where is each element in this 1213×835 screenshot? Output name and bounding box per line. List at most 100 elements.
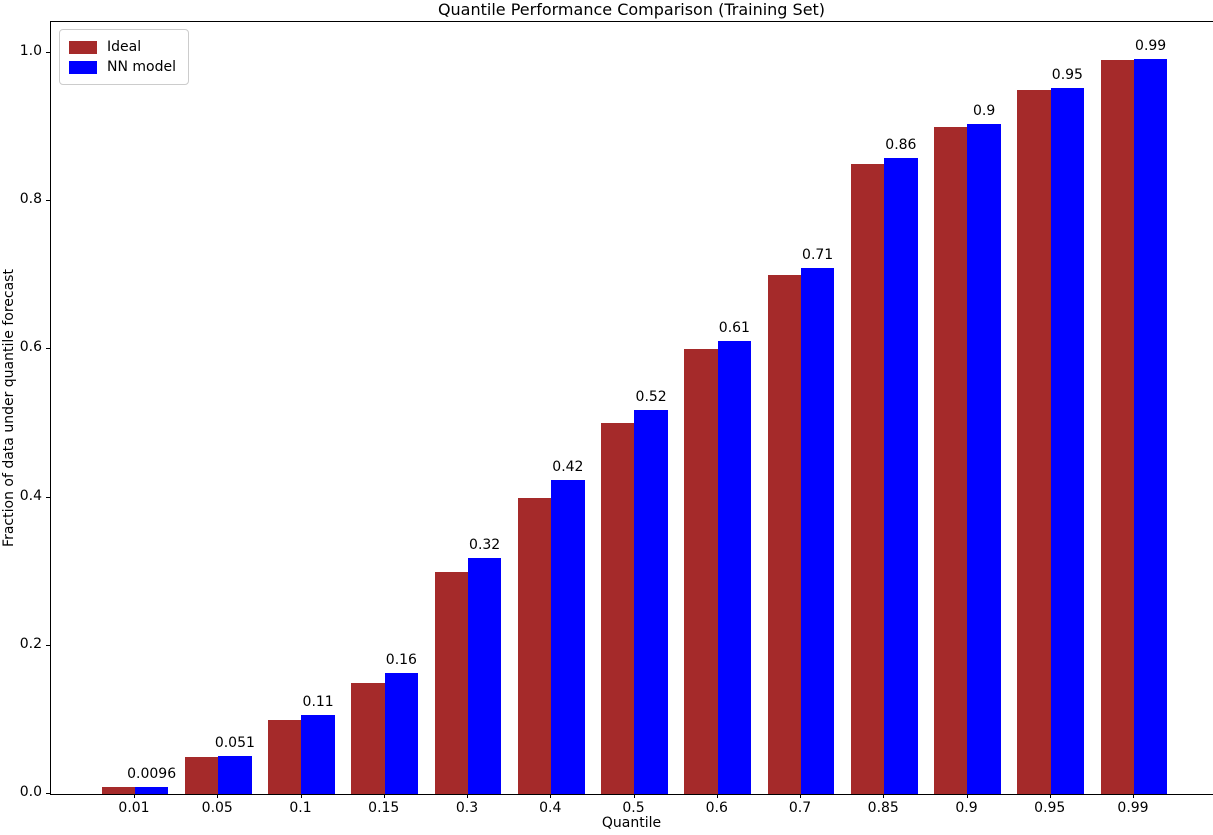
bar-group: 0.0096 — [101, 22, 176, 794]
x-tick-label: 0.85 — [867, 800, 899, 816]
legend-label-nn-model: NN model — [107, 59, 176, 75]
legend-item-nn-model: NN model — [69, 57, 176, 77]
y-tick-label: 1.0 — [19, 42, 42, 59]
x-tick-label: 0.4 — [539, 800, 562, 816]
x-tick-mark — [467, 794, 468, 798]
bar-value-label: 0.99 — [1135, 38, 1167, 55]
legend-swatch-nn-model — [69, 60, 97, 74]
bar-ideal — [934, 126, 968, 794]
x-tick-mark — [1133, 794, 1134, 798]
bar-value-label: 0.11 — [302, 693, 334, 710]
x-tick-mark — [966, 794, 968, 798]
chart-title: Quantile Performance Comparison (Trainin… — [437, 0, 826, 19]
x-tick-label: 0.6 — [705, 800, 728, 816]
bar-nn-model — [218, 756, 252, 794]
y-tick-label: 0.2 — [19, 635, 42, 652]
bar-nn-model — [467, 558, 502, 794]
y-tick-label: 0.6 — [19, 339, 42, 356]
y-tick-label: 0.0 — [19, 784, 42, 800]
bar-nn-model — [1050, 88, 1085, 794]
x-tick-label: 0.3 — [455, 800, 479, 816]
x-tick-mark — [716, 794, 718, 798]
y-tick-label: 0.8 — [19, 191, 42, 207]
bar-value-label: 0.051 — [214, 735, 255, 752]
bar-group: 0.42 — [517, 22, 585, 794]
x-tick-label: 0.15 — [368, 800, 400, 816]
bar-ideal — [268, 719, 302, 794]
bar-ideal — [850, 163, 885, 794]
bar-value-label: 0.9 — [972, 102, 996, 119]
x-tick-mark — [800, 794, 801, 798]
bar-ideal — [517, 497, 552, 794]
x-tick-mark — [217, 794, 219, 798]
plot-area: Ideal NN model 0.0096 0.051 0.11 0.16 0.32 0.… — [50, 21, 1213, 795]
bar-group: 0.86 — [850, 22, 918, 794]
bar-nn-model — [967, 123, 1001, 794]
bar-ideal — [101, 786, 135, 794]
y-tick-mark — [46, 200, 50, 201]
x-tick-label: 0.99 — [1117, 800, 1149, 816]
bar-group: 0.16 — [351, 22, 419, 794]
bar-value-label: 0.86 — [885, 137, 917, 153]
bar-nn-model — [800, 267, 835, 794]
bar-group: 0.95 — [1017, 22, 1085, 794]
bar-ideal — [434, 571, 468, 794]
y-tick-mark — [46, 348, 50, 350]
bar-value-label: 0.61 — [718, 320, 750, 337]
bar-nn-model — [884, 158, 918, 794]
bar-value-label: 0.32 — [469, 537, 501, 554]
bar-value-label: 0.71 — [802, 246, 834, 263]
bar-nn-model — [384, 673, 419, 794]
bar-group: 0.11 — [268, 22, 335, 794]
bar-ideal — [767, 275, 801, 794]
bar-value-label: 0.95 — [1051, 67, 1083, 84]
bar-group: 0.051 — [184, 22, 255, 794]
y-tick-mark — [46, 644, 50, 646]
x-tick-label: 0.5 — [622, 800, 645, 816]
bar-nn-model — [134, 786, 169, 794]
bar-ideal — [601, 423, 635, 794]
x-tick-label: 0.9 — [955, 800, 978, 816]
bar-value-label: 0.0096 — [127, 765, 177, 782]
bar-group: 0.99 — [1100, 22, 1168, 794]
x-axis-label: Quantile — [601, 815, 662, 831]
bar-nn-model — [301, 714, 335, 794]
bar-nn-model — [717, 341, 752, 794]
legend-label-ideal: Ideal — [107, 39, 142, 55]
bar-value-label: 0.42 — [552, 458, 584, 475]
bar-ideal — [351, 682, 385, 794]
x-tick-mark — [1049, 794, 1051, 798]
x-tick-mark — [300, 794, 302, 798]
x-tick-mark — [883, 794, 885, 798]
bar-value-label: 0.52 — [635, 389, 667, 405]
y-tick-mark — [46, 793, 50, 794]
legend-item-ideal: Ideal — [69, 37, 176, 57]
bar-group: 0.9 — [934, 22, 1001, 794]
y-tick-label: 0.4 — [19, 487, 42, 504]
bar-ideal — [184, 756, 219, 794]
bar-group: 0.52 — [601, 22, 668, 794]
x-tick-label: 0.1 — [289, 800, 312, 816]
bar-group: 0.71 — [767, 22, 835, 794]
x-tick-label: 0.7 — [788, 800, 812, 816]
y-tick-mark — [46, 51, 50, 53]
bar-nn-model — [634, 410, 668, 794]
x-tick-label: 0.95 — [1034, 800, 1066, 816]
bar-ideal — [684, 349, 718, 794]
x-tick-mark — [134, 794, 135, 798]
bar-group: 0.61 — [684, 22, 752, 794]
y-axis-label: Fraction of data under quantile forecast — [1, 269, 17, 547]
bar-ideal — [1017, 89, 1051, 794]
bar-nn-model — [1133, 59, 1168, 794]
legend: Ideal NN model — [59, 29, 189, 85]
x-tick-mark — [550, 794, 552, 798]
x-tick-label: 0.01 — [118, 800, 150, 816]
x-tick-mark — [383, 794, 385, 798]
bar-nn-model — [551, 479, 585, 794]
y-tick-mark — [46, 496, 50, 498]
legend-swatch-ideal — [69, 40, 97, 54]
bar-group: 0.32 — [434, 22, 502, 794]
bar-value-label: 0.16 — [385, 652, 417, 669]
x-tick-mark — [633, 794, 635, 798]
